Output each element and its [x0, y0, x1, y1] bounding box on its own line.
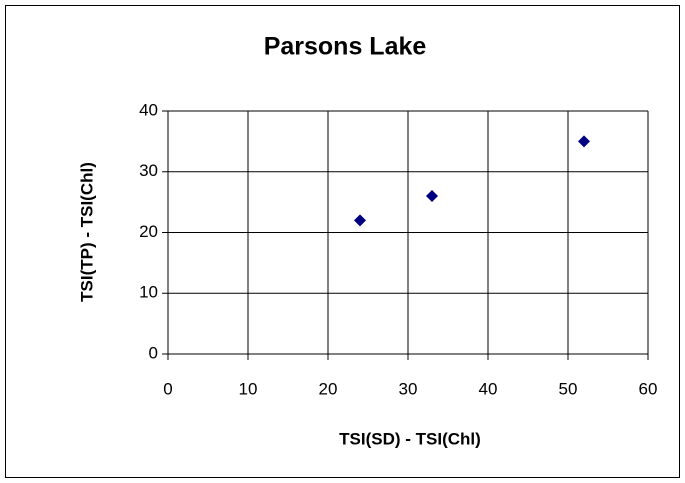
- x-tick-label: 30: [399, 379, 418, 398]
- chart-title: Parsons Lake: [264, 33, 427, 61]
- x-tick-label: 10: [239, 379, 258, 398]
- x-tick-label: 50: [559, 379, 578, 398]
- x-tick-label: 0: [163, 379, 172, 398]
- point: [426, 190, 438, 203]
- point: [354, 214, 366, 227]
- y-tick-label: 30: [139, 161, 158, 180]
- x-tick-label: 60: [639, 379, 658, 398]
- chart-border: [5, 5, 680, 478]
- point: [578, 135, 590, 148]
- y-tick-label: 0: [149, 343, 158, 362]
- y-tick-label: 20: [139, 222, 158, 241]
- y-tick-label: 40: [139, 100, 158, 119]
- x-axis-title: TSI(SD) - TSI(Chl): [339, 429, 481, 448]
- x-tick-label: 40: [479, 379, 498, 398]
- y-tick-label: 10: [139, 283, 158, 302]
- x-tick-label: 20: [319, 379, 338, 398]
- y-axis-title: TSI(TP) - TSI(Chl): [77, 162, 96, 302]
